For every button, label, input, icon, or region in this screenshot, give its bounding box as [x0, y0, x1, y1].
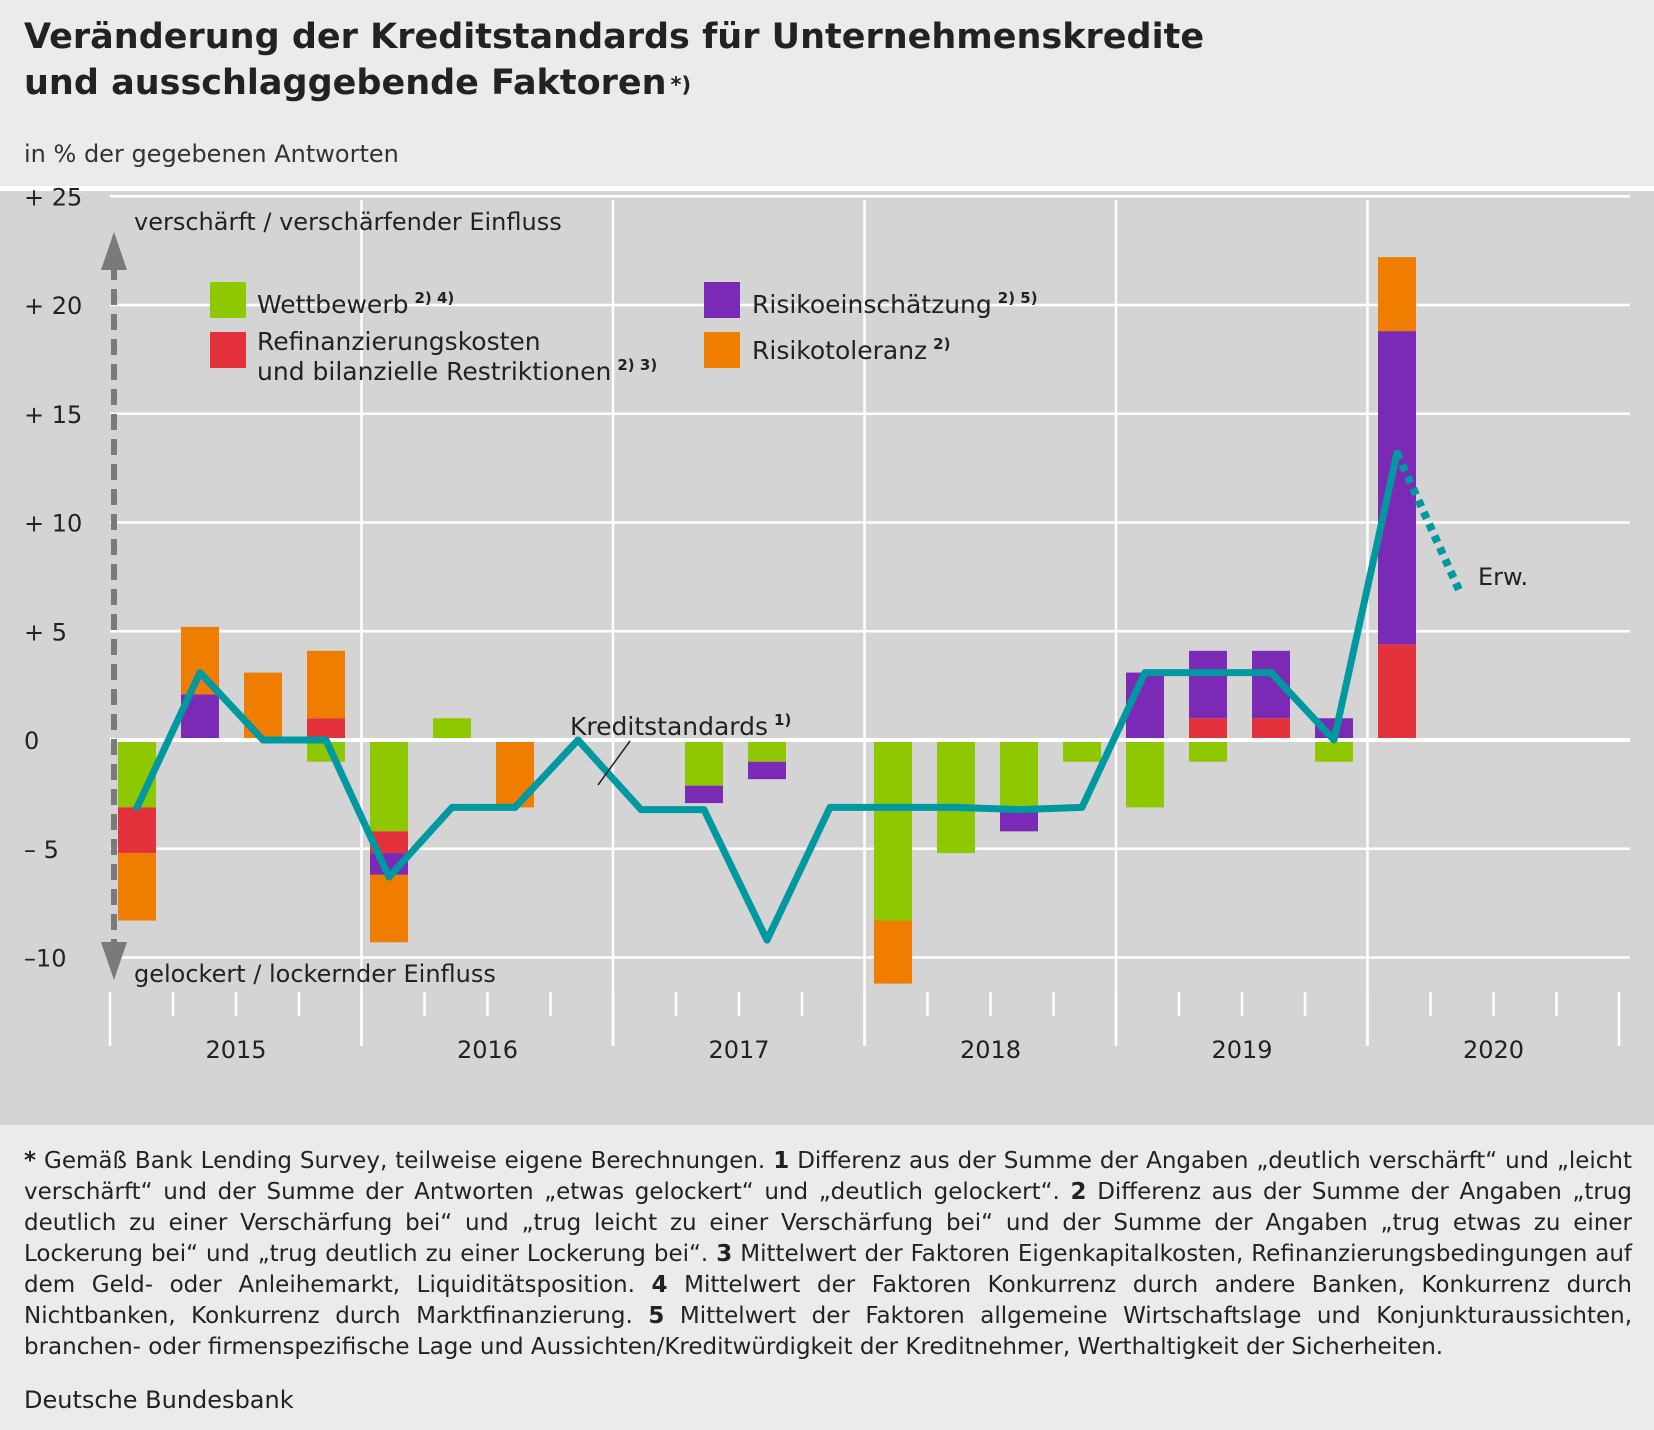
bar-segment: [1315, 740, 1353, 762]
bar-segment: [370, 831, 408, 854]
bars: [118, 257, 1416, 984]
legend-refinanzierung-sup: 2) 3): [617, 356, 657, 374]
bar-segment: [1189, 740, 1227, 762]
down-direction-label: gelockert / lockernder Einfluss: [134, 960, 496, 988]
legend-risikoeinschaetzung-text: Risikoeinschätzung: [752, 290, 992, 319]
bar-segment: [1189, 718, 1227, 740]
direction-arrow: [101, 232, 127, 980]
arrow-head-up: [101, 232, 127, 270]
bar-segment: [1252, 718, 1290, 740]
legend-wettbewerb-sup: 2) 4): [414, 289, 454, 307]
legend-label-risikotoleranz: Risikotoleranz 2): [752, 335, 950, 365]
legend-wettbewerb-text: Wettbewerb: [257, 290, 408, 319]
y-tick-label: –10: [24, 945, 67, 973]
bar-segment: [1378, 257, 1416, 332]
bar-segment: [1063, 740, 1101, 762]
title-line-2-text: und ausschlaggebende Faktoren: [24, 63, 667, 103]
x-year-label: 2019: [1211, 1036, 1272, 1064]
chart-svg: + 25+ 20+ 15+ 10+ 50– 5–10 2015 2016 2017 2…: [24, 186, 1630, 1064]
footnote-5-mark: 5: [648, 1303, 665, 1329]
footnote-4-mark: 4: [651, 1272, 668, 1298]
legend-swatch-wettbewerb: [210, 282, 246, 318]
y-tick-label: + 15: [24, 401, 82, 429]
footnote-star-mark: *: [24, 1148, 37, 1174]
legend-label-refinanzierung-1: Refinanzierungskosten: [257, 327, 541, 356]
legend: Wettbewerb 2) 4) Refinanzierungskosten un…: [210, 282, 1038, 386]
legend-refinanzierung-text2: und bilanzielle Restriktionen: [257, 357, 611, 386]
legend-risikoeinschaetzung-sup: 2) 5): [998, 289, 1038, 307]
footnote-5-text: Mittelwert der Faktoren allgemeine Wirts…: [24, 1303, 1633, 1360]
bar-segment: [748, 761, 786, 780]
annotation-kreditstandards: Kreditstandards 1): [570, 711, 791, 786]
y-tick-label: – 5: [24, 836, 59, 864]
bar-segment: [748, 740, 786, 762]
x-year-label: 2016: [457, 1036, 518, 1064]
footnote-4-text: Mittelwert der Faktoren Konkurrenz durch…: [24, 1272, 1632, 1329]
bar-segment: [1000, 809, 1038, 832]
y-tick-label: + 25: [24, 186, 82, 211]
bar-segment: [1189, 650, 1227, 719]
bar-segment: [307, 718, 345, 740]
footnote-2-mark: 2: [1070, 1179, 1087, 1205]
legend-swatch-risikoeinschaetzung: [704, 282, 740, 318]
source-note: Deutsche Bundesbank: [24, 1386, 294, 1414]
annotation-erw: Erw.: [1478, 563, 1528, 591]
footnote-1-text: Differenz aus der Summe der Angaben „deu…: [24, 1148, 1632, 1205]
legend-risikotoleranz-text: Risikotoleranz: [752, 336, 927, 365]
bar-segment: [1378, 331, 1416, 645]
x-year-label: 2018: [960, 1036, 1021, 1064]
up-direction-label: verschärft / verschärfender Einfluss: [134, 208, 562, 236]
legend-label-wettbewerb: Wettbewerb 2) 4): [257, 289, 454, 319]
bar-segment: [1126, 740, 1164, 808]
y-tick-label: + 20: [24, 292, 82, 320]
y-axis: + 25 + 20 + 15 + 10 + 5 0 – 5 –10: [24, 186, 82, 973]
x-year-label: 2015: [205, 1036, 266, 1064]
footnote-1-mark: 1: [773, 1148, 790, 1174]
annotation-kreditstandards-sup: 1): [774, 711, 791, 729]
bar-segment: [118, 853, 156, 921]
bar-segment: [1378, 644, 1416, 740]
bar-segment: [685, 740, 723, 786]
annotation-kreditstandards-label: Kreditstandards 1): [570, 711, 791, 741]
bar-segment: [370, 740, 408, 832]
arrow-head-down: [101, 942, 127, 980]
x-year-label: 2020: [1463, 1036, 1524, 1064]
bar-segment: [937, 740, 975, 854]
bar-segment: [118, 807, 156, 854]
gridlines: [110, 195, 1630, 1046]
bar-segment: [307, 650, 345, 719]
bar-segment: [685, 785, 723, 804]
y-tick-label: 0: [24, 727, 39, 755]
annotation-kreditstandards-leader: [597, 740, 631, 786]
y-tick-label: + 10: [24, 510, 82, 538]
legend-label-refinanzierung-2: und bilanzielle Restriktionen 2) 3): [257, 356, 657, 386]
footnote-3-text: Mittelwert der Faktoren Eigenkapitalkost…: [24, 1241, 1633, 1298]
bar-segment: [370, 874, 408, 943]
bar-segment: [874, 920, 912, 984]
footnote-star-text: Gemäß Bank Lending Survey, teilweise eig…: [44, 1148, 766, 1174]
annotation-kreditstandards-text: Kreditstandards: [570, 712, 768, 741]
bar-segment: [1000, 740, 1038, 810]
x-axis: 2015 2016 2017 2018 2019 2020: [108, 992, 1621, 1064]
line-series-kreditstandards: [133, 449, 1401, 944]
lines: [133, 449, 1464, 944]
legend-risikotoleranz-sup: 2): [933, 335, 950, 353]
title-footnote-mark: *): [670, 73, 692, 97]
legend-label-risikoeinschaetzung: Risikoeinschätzung 2) 5): [752, 289, 1038, 319]
bar-segment: [874, 740, 912, 921]
bar-segment: [433, 718, 471, 740]
footnote-2-text: Differenz aus der Summe der Angaben „tru…: [24, 1179, 1633, 1267]
title-line-2: und ausschlaggebende Faktoren *): [24, 60, 1204, 106]
x-year-label: 2017: [708, 1036, 769, 1064]
chart-title: Veränderung der Kreditstandards für Unte…: [24, 14, 1204, 106]
legend-swatch-risikotoleranz: [704, 332, 740, 368]
legend-swatch-refinanzierung: [210, 332, 246, 368]
footnote-3-mark: 3: [716, 1241, 733, 1267]
footnotes: * Gemäß Bank Lending Survey, teilweise e…: [24, 1146, 1632, 1363]
chart-subtitle: in % der gegebenen Antworten: [24, 140, 399, 168]
title-line-1: Veränderung der Kreditstandards für Unte…: [24, 17, 1205, 57]
y-tick-label: + 5: [24, 618, 67, 646]
